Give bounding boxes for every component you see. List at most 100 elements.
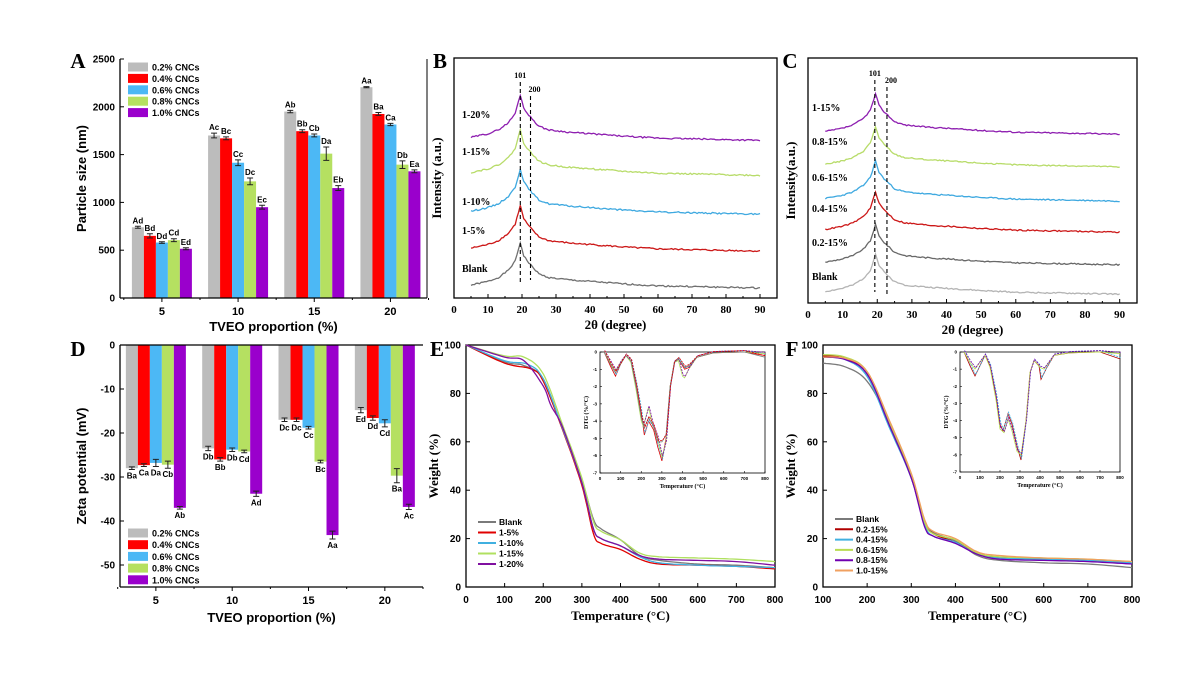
panel-letter-B: B xyxy=(433,49,447,73)
data-label: Dd xyxy=(368,422,379,431)
data-label: Ad xyxy=(251,498,262,507)
x-axis-label: 2θ (degree) xyxy=(585,317,647,332)
series-label: 1-15% xyxy=(812,103,840,114)
y-tick-label: 2000 xyxy=(93,102,116,113)
error-bar xyxy=(223,136,230,141)
legend-swatch xyxy=(128,73,148,83)
inset-frame xyxy=(599,351,766,474)
bar xyxy=(161,345,174,465)
bar xyxy=(308,135,321,298)
inset-y-tick-label: -1 xyxy=(953,367,957,372)
inset-x-tick-label: 200 xyxy=(996,475,1004,480)
bar xyxy=(137,345,150,466)
data-label: Da xyxy=(321,137,332,146)
error-bar xyxy=(164,460,171,469)
error-bar xyxy=(134,225,141,229)
data-label: Ed xyxy=(356,415,366,424)
x-tick-label: 10 xyxy=(232,306,244,318)
x-tick-label: 0 xyxy=(805,309,811,321)
x-tick-label: 100 xyxy=(815,595,832,606)
error-bar xyxy=(253,490,260,497)
x-tick-label: 40 xyxy=(585,304,597,316)
bar xyxy=(360,87,373,299)
x-tick-label: 5 xyxy=(153,595,159,607)
bar xyxy=(244,181,257,298)
y-tick-label: 1000 xyxy=(93,198,116,209)
y-tick-label: 60 xyxy=(807,437,819,448)
x-tick-label: 300 xyxy=(903,595,920,606)
x-tick-label: 15 xyxy=(302,595,314,607)
data-label: Cb xyxy=(309,124,320,133)
error-bar xyxy=(299,129,306,134)
inset-x-tick-label: 700 xyxy=(1096,475,1104,480)
x-tick-label: 0 xyxy=(451,304,457,316)
inset-y-tick-label: -5 xyxy=(953,435,957,440)
bar xyxy=(167,240,180,298)
data-label: Dc xyxy=(291,424,302,433)
bar xyxy=(326,345,339,536)
y-tick-label: 500 xyxy=(98,246,115,257)
x-tick-label: 60 xyxy=(653,304,665,316)
data-label: Cc xyxy=(233,150,244,159)
error-bar xyxy=(287,109,294,114)
legend-swatch xyxy=(128,85,148,95)
bar xyxy=(372,113,385,298)
bar xyxy=(256,207,269,298)
xrd-curve xyxy=(470,240,761,290)
legend-swatch xyxy=(128,575,148,585)
peak-label: 101 xyxy=(869,69,881,78)
error-bar xyxy=(335,185,342,191)
bar xyxy=(149,345,162,463)
bar xyxy=(131,227,144,298)
error-bar xyxy=(152,458,159,467)
data-label: Ba xyxy=(373,103,384,112)
bar xyxy=(408,171,421,298)
y-tick-label: 20 xyxy=(807,534,819,545)
inset-y-tick-label: -7 xyxy=(953,470,957,475)
legend-label: Blank xyxy=(856,514,879,524)
legend-label: 0.6% CNCs xyxy=(152,552,200,562)
y-axis-label: Weight (%) xyxy=(426,434,441,499)
x-tick-label: 200 xyxy=(859,595,876,606)
y-axis-label: Intensity(a.u.) xyxy=(783,141,798,219)
error-bar xyxy=(281,417,288,423)
series-label: Blank xyxy=(812,272,838,283)
data-label: Cb xyxy=(163,470,174,479)
error-bar xyxy=(375,112,382,116)
x-tick-label: 100 xyxy=(496,595,513,606)
error-bar xyxy=(241,449,248,454)
data-label: Dc xyxy=(245,168,256,177)
legend-swatch xyxy=(128,540,148,550)
x-axis-label: Temperature (°C) xyxy=(928,608,1027,623)
inset-y-tick-label: -4 xyxy=(953,418,957,423)
inset-y-tick-label: 0 xyxy=(594,350,597,355)
inset-x-tick-label: 200 xyxy=(637,476,645,481)
error-bar xyxy=(405,503,412,511)
error-bar xyxy=(381,419,388,428)
legend-swatch xyxy=(128,62,148,72)
legend-swatch xyxy=(128,563,148,573)
data-label: Ca xyxy=(139,468,150,477)
dtg-curve xyxy=(604,350,766,441)
bar xyxy=(290,345,303,420)
bar xyxy=(378,345,391,424)
inset-x-tick-label: 0 xyxy=(599,476,602,481)
error-bar xyxy=(357,406,364,414)
bar xyxy=(155,242,168,298)
xrd-curve xyxy=(825,91,1120,136)
y-tick-label: 80 xyxy=(450,389,462,400)
panel-letter-C: C xyxy=(782,49,797,73)
inset-y-axis-label: DTG (%/°C) xyxy=(583,396,590,429)
xrd-curve xyxy=(470,93,761,142)
y-axis-label: Intensity (a.u.) xyxy=(429,137,444,218)
data-label: Ad xyxy=(133,216,144,225)
error-bar xyxy=(176,505,183,510)
error-bar xyxy=(247,177,254,186)
x-tick-label: 20 xyxy=(379,595,391,607)
y-tick-label: -50 xyxy=(101,561,116,572)
error-bar xyxy=(329,530,336,540)
inset-x-axis-label: Temperature (°C) xyxy=(1017,482,1063,489)
legend-label: 1.0-15% xyxy=(856,566,888,576)
x-tick-label: 50 xyxy=(619,304,631,316)
